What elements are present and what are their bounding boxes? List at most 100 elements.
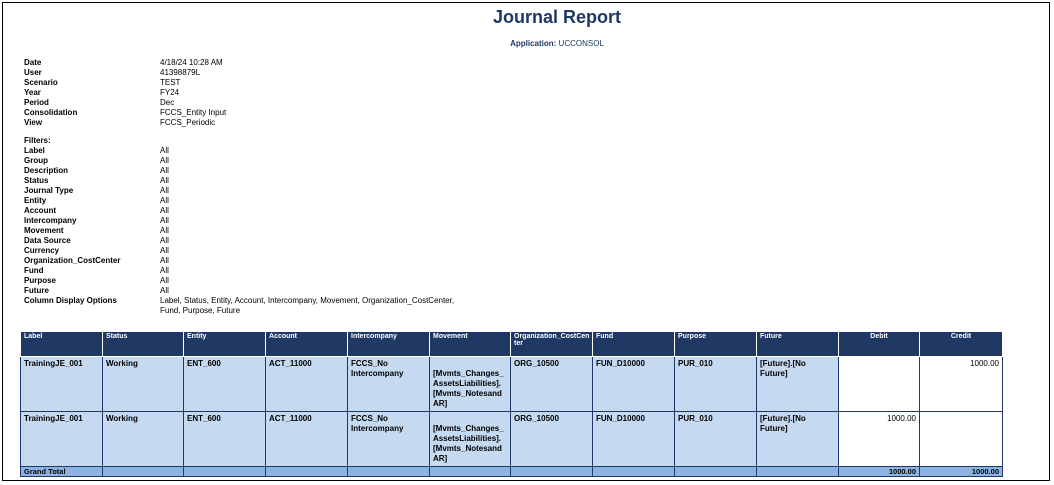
filter-key: Journal Type [24,186,74,195]
filter-row: Account All [24,206,500,216]
metadata-key: Scenario [24,78,58,87]
metadata-row: Consolidation FCCS_Entity Input [24,108,500,118]
filter-row: Purpose All [24,276,500,286]
cell-label: TrainingJE_001 [20,411,103,467]
column-header: Fund [592,331,675,357]
cell-entity: ENT_600 [183,411,266,467]
cell-fund: FUN_D10000 [592,356,675,412]
filter-row: Entity All [24,196,500,206]
filter-row: Organization_CostCenter All [24,256,500,266]
filter-key: Entity [24,196,47,205]
filter-value: All [160,196,169,205]
metadata-key: Date [24,58,42,67]
metadata-key: Year [24,88,41,97]
total-cell-label: Grand Total [20,466,103,477]
column-header: Organization_CostCen ter [510,331,593,357]
movement-text: [Mvmts_Changes_ AssetsLiabilities]. [Mvm… [433,424,504,463]
cell-spacer [433,414,507,424]
journal-table: Label Status Entity Account Intercompany Move… [20,331,1003,477]
total-cell-status [102,466,184,477]
report-title: Journal Report [492,7,621,27]
metadata-row: View FCCS_Periodic [24,118,500,128]
metadata-value: TEST [160,78,181,87]
cell-debit [838,356,920,412]
filter-key: Data Source [24,236,71,245]
column-options-value: Label, Status, Entity, Account, Intercom… [160,296,500,316]
filter-value: All [160,156,169,165]
cell-status: Working [102,411,184,467]
total-cell-future [756,466,839,477]
cell-future: [Future].[No Future] [756,356,839,412]
cell-fund: FUN_D10000 [592,411,675,467]
column-options-line-1: Label, Status, Entity, Account, Intercom… [160,296,455,305]
cell-org: ORG_10500 [510,411,593,467]
cell-debit: 1000.00 [838,411,920,467]
filter-value: All [160,206,169,215]
metadata-key: View [24,118,43,127]
filter-row: Status All [24,176,500,186]
column-header: Movement [429,331,511,357]
cell-credit [919,411,1003,467]
metadata-key: Consolidation [24,108,78,117]
metadata-value: FCCS_Periodic [160,118,216,127]
filter-row: Fund All [24,266,500,276]
filter-value: All [160,176,169,185]
filter-row: Description All [24,166,500,176]
cell-purpose: PUR_010 [674,356,757,412]
filter-key: Status [24,176,49,185]
table-row: TrainingJE_001 Working ENT_600 ACT_11000 FCC… [20,411,1003,467]
column-header: Credit [919,331,1003,357]
application-label: Application: [510,39,557,48]
metadata-row: Date 4/18/24 10:28 AM [24,58,500,68]
cell-spacer [433,359,507,369]
metadata-key: User [24,68,42,77]
metadata-value: 41398879L [160,68,201,77]
filter-value: All [160,186,169,195]
table-row: TrainingJE_001 Working ENT_600 ACT_11000 FCC… [20,356,1003,412]
total-cell-org [510,466,593,477]
cell-account: ACT_11000 [265,411,348,467]
cell-intercompany: FCCS_No Intercompany [347,411,430,467]
filter-value: All [160,236,169,245]
cell-credit: 1000.00 [919,356,1003,412]
filter-value: All [160,256,169,265]
filter-key: Group [24,156,48,165]
filter-row: Future All [24,286,500,296]
column-options-key: Column Display Options [24,296,117,305]
movement-text: [Mvmts_Changes_ AssetsLiabilities]. [Mvm… [433,369,504,408]
filters-heading: Filters: [24,136,51,145]
filter-row: Intercompany All [24,216,500,226]
metadata-row: User 41398879L [24,68,500,78]
metadata-row: Scenario TEST [24,78,500,88]
cell-intercompany: FCCS_No Intercompany [347,356,430,412]
filter-key: Future [24,286,49,295]
filter-value: All [160,276,169,285]
cell-entity: ENT_600 [183,356,266,412]
column-header: Purpose [674,331,757,357]
application-name: UCCONSOL [558,39,604,48]
filter-key: Account [24,206,56,215]
cell-purpose: PUR_010 [674,411,757,467]
grand-total-row: Grand Total 1000.00 1000.00 [20,466,1003,477]
filter-value: All [160,216,169,225]
filter-key: Fund [24,266,44,275]
filter-key: Currency [24,246,60,255]
metadata-key: Period [24,98,49,107]
filter-value: All [160,146,169,155]
report-filters: Filters: Label All Group All Description All S… [24,136,500,316]
filter-value: All [160,266,169,275]
column-header: Debit [838,331,920,357]
column-header: Intercompany [347,331,430,357]
total-cell-movement [429,466,511,477]
cell-account: ACT_11000 [265,356,348,412]
filters-heading-row: Filters: [24,136,500,146]
total-cell-debit: 1000.00 [838,466,920,477]
filter-row: Currency All [24,246,500,256]
filter-key: Description [24,166,69,175]
filter-row: Label All [24,146,500,156]
cell-movement: [Mvmts_Changes_ AssetsLiabilities]. [Mvm… [429,411,511,467]
column-options-line-2: Fund, Purpose, Future [160,306,241,315]
table-header-row: Label Status Entity Account Intercompany Move… [20,331,1003,357]
column-header: Account [265,331,348,357]
filter-row: Group All [24,156,500,166]
